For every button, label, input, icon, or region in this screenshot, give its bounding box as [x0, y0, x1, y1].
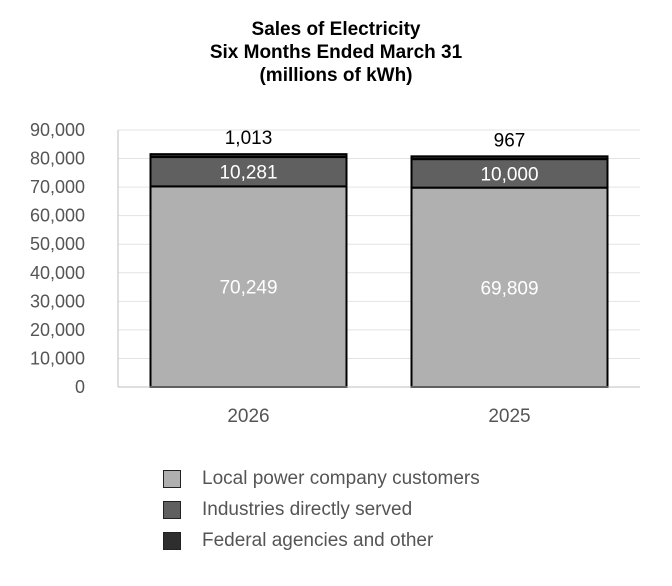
- y-tick-label: 40,000: [30, 263, 85, 283]
- legend: Local power company customers Industries…: [163, 463, 480, 556]
- legend-swatch: [163, 500, 181, 519]
- chart-title: Sales of Electricity Six Months Ended Ma…: [0, 18, 672, 87]
- y-tick-label: 50,000: [30, 234, 85, 254]
- data-label: 1,013: [225, 128, 273, 149]
- data-label: 69,809: [480, 278, 538, 299]
- y-tick-label: 90,000: [30, 120, 85, 140]
- bars: 70,249 10,281 1,013 69,809 10,000 967: [149, 128, 609, 388]
- y-tick-label: 70,000: [30, 177, 85, 197]
- chart-title-line-2: Six Months Ended March 31: [209, 42, 463, 63]
- legend-label: Federal agencies and other: [202, 529, 434, 551]
- y-tick-label: 10,000: [30, 348, 85, 368]
- x-axis: 2026 2025: [118, 386, 640, 427]
- chart-title-line-3: (millions of kWh): [259, 65, 413, 86]
- y-tick-label: 60,000: [30, 206, 85, 226]
- y-tick-label: 20,000: [30, 320, 85, 340]
- x-tick-label: 2025: [488, 406, 530, 427]
- y-tick-label: 30,000: [30, 291, 85, 311]
- bar-segment: [149, 153, 348, 159]
- legend-item: Local power company customers: [163, 463, 480, 494]
- chart-title-line-1: Sales of Electricity: [251, 19, 421, 40]
- data-label: 10,000: [480, 164, 538, 185]
- bar-segment: [410, 186, 609, 388]
- data-label: 10,281: [219, 163, 277, 184]
- data-label: 70,249: [219, 278, 277, 299]
- legend-label: Local power company customers: [202, 467, 480, 489]
- y-axis: 0 10,000 20,000 30,000 40,000 50,000 60,000 70,…: [30, 120, 119, 397]
- legend-label: Industries directly served: [202, 498, 413, 520]
- legend-swatch: [163, 469, 181, 488]
- data-label: 967: [494, 130, 526, 151]
- legend-item: Industries directly served: [163, 494, 480, 525]
- y-tick-label: 80,000: [30, 149, 85, 169]
- legend-item: Federal agencies and other: [163, 525, 480, 556]
- bar-segment: [149, 185, 348, 388]
- bar-segment: [149, 156, 348, 188]
- legend-swatch: [163, 531, 181, 550]
- y-tick-label: 0: [75, 377, 85, 397]
- x-tick-label: 2026: [227, 406, 269, 427]
- bar-segment: [410, 155, 609, 161]
